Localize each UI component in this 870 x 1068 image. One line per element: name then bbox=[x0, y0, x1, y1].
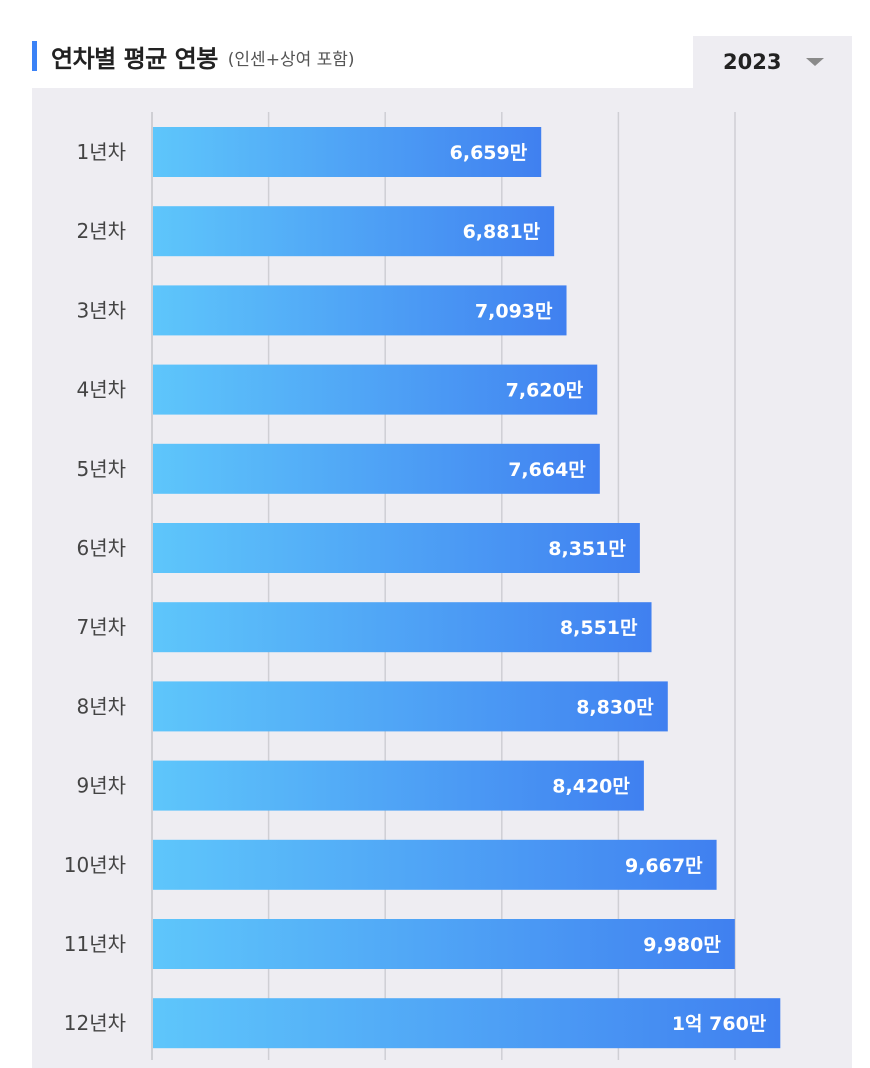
year-select[interactable]: 2023 bbox=[693, 36, 852, 88]
category-label: 3년차 bbox=[76, 298, 126, 322]
caret-down-icon bbox=[806, 58, 824, 66]
value-label: 7,093만 bbox=[475, 300, 553, 322]
chart-header: 연차별 평균 연봉 (인센+상여 포함) bbox=[32, 36, 355, 76]
value-label: 7,620만 bbox=[506, 380, 584, 402]
bar bbox=[153, 443, 600, 494]
year-select-value: 2023 bbox=[723, 50, 782, 74]
bar bbox=[153, 523, 640, 573]
category-label: 2년차 bbox=[76, 219, 126, 243]
bar bbox=[153, 285, 567, 336]
chart-subtitle: (인센+상여 포함) bbox=[227, 49, 355, 70]
chart-title: 연차별 평균 연봉 bbox=[51, 44, 218, 73]
value-label: 9,667만 bbox=[625, 855, 703, 877]
bar bbox=[153, 919, 735, 969]
bar bbox=[153, 839, 717, 890]
category-label: 1년차 bbox=[76, 140, 126, 164]
category-label: 9년차 bbox=[76, 774, 126, 798]
value-label: 8,351만 bbox=[548, 538, 626, 560]
bar bbox=[153, 602, 652, 653]
category-label: 12년차 bbox=[64, 1011, 126, 1035]
category-label: 10년차 bbox=[64, 853, 126, 877]
value-label: 7,664만 bbox=[508, 459, 586, 481]
bar bbox=[153, 206, 555, 257]
value-label: 6,881만 bbox=[463, 221, 541, 243]
bar bbox=[153, 760, 644, 811]
category-label: 4년차 bbox=[76, 378, 126, 402]
category-label: 6년차 bbox=[76, 536, 126, 560]
category-label: 8년차 bbox=[76, 694, 126, 718]
value-label: 9,980만 bbox=[643, 934, 721, 956]
title-accent-bar bbox=[32, 41, 37, 71]
value-label: 8,830만 bbox=[576, 696, 654, 718]
value-label: 6,659만 bbox=[450, 142, 528, 164]
value-label: 1억 760만 bbox=[672, 1013, 767, 1035]
category-label: 11년차 bbox=[64, 932, 126, 956]
value-label: 8,420만 bbox=[552, 776, 630, 798]
bar bbox=[153, 998, 781, 1049]
bar bbox=[153, 364, 598, 415]
value-label: 8,551만 bbox=[560, 617, 638, 639]
category-label: 5년차 bbox=[76, 457, 126, 481]
bar bbox=[153, 127, 542, 177]
bar bbox=[153, 681, 668, 732]
category-label: 7년차 bbox=[76, 615, 126, 639]
